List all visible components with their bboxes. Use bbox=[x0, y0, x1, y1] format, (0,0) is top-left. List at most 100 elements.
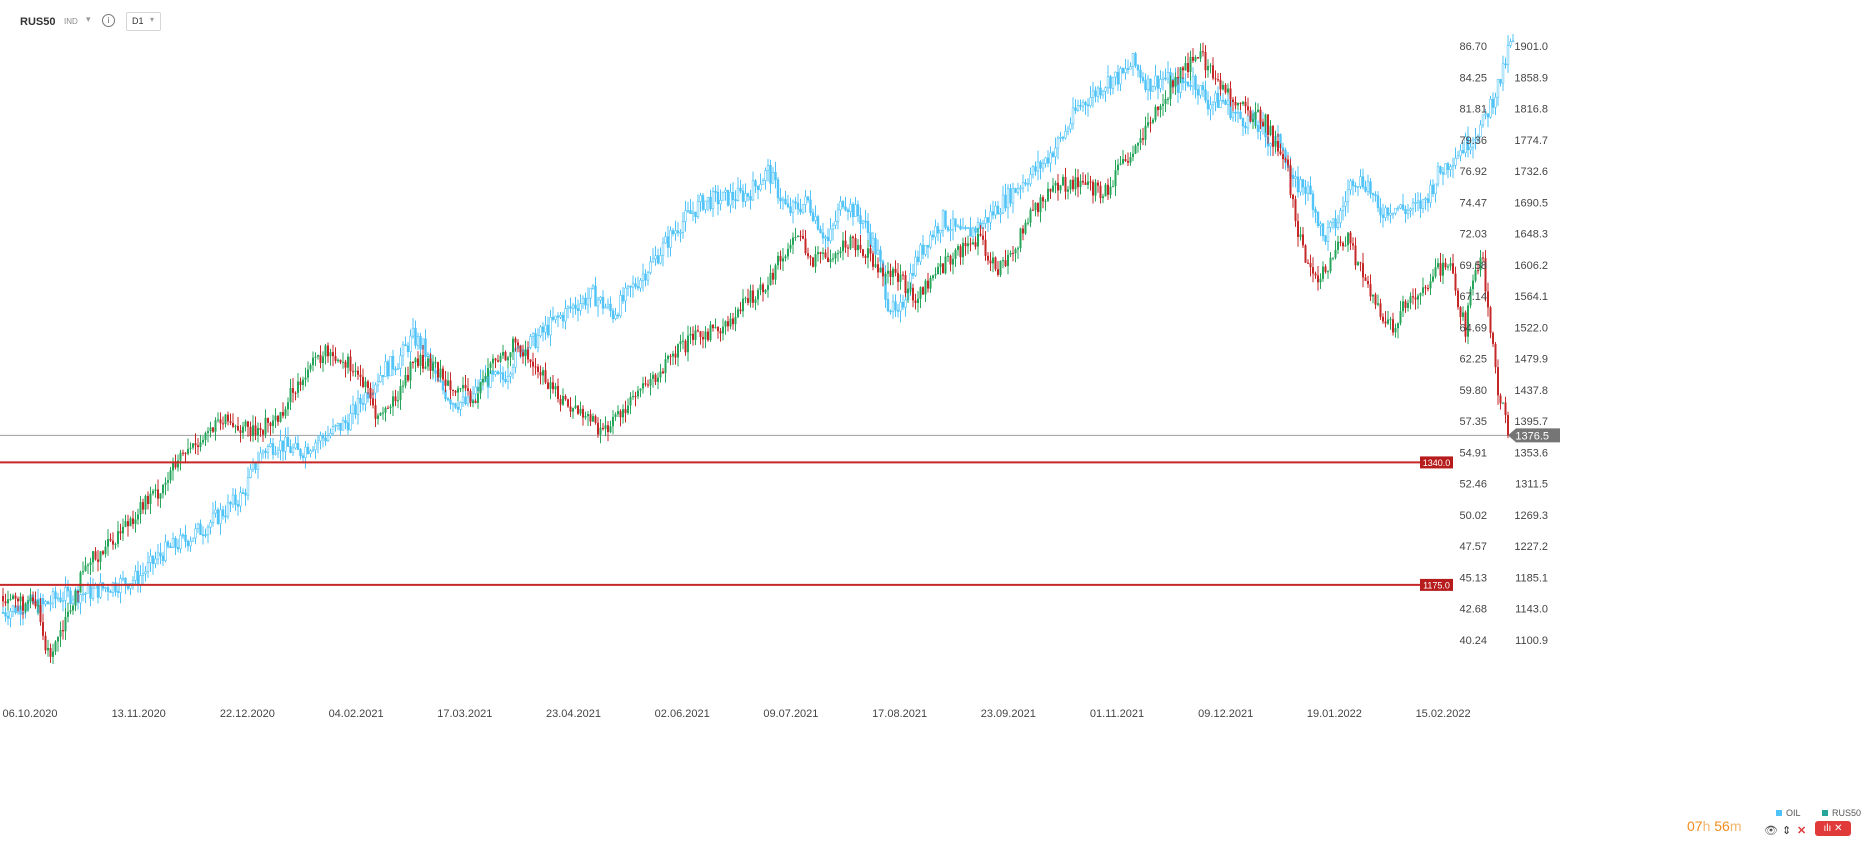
oil-candle bbox=[1054, 147, 1057, 157]
remove-series-icon[interactable]: ✕ bbox=[1797, 825, 1807, 837]
remove-instrument-button[interactable]: ılı ✕ bbox=[1815, 821, 1851, 836]
oil-candle bbox=[1226, 100, 1230, 105]
horizontal-level-tag[interactable] bbox=[1420, 578, 1453, 591]
rus50-candle bbox=[124, 521, 127, 527]
rus50-candle bbox=[97, 559, 99, 562]
rus50-candle bbox=[1384, 321, 1387, 324]
rus50-candle bbox=[892, 268, 894, 277]
rus50-candle bbox=[1322, 266, 1324, 279]
oil-candle bbox=[456, 406, 460, 410]
rus50-candle bbox=[759, 284, 762, 291]
rus50-candle bbox=[444, 379, 447, 386]
oil-candle bbox=[699, 195, 702, 202]
rus50-candle bbox=[887, 270, 889, 274]
rus50-candle bbox=[547, 382, 549, 389]
oil-candle bbox=[1214, 93, 1217, 103]
rus50-candle bbox=[1329, 257, 1332, 272]
rus50-candle bbox=[869, 248, 872, 254]
oil-candle bbox=[391, 356, 395, 370]
rus50-candle bbox=[969, 243, 972, 245]
rus50-candle bbox=[819, 252, 822, 254]
rus50-candle bbox=[1247, 106, 1249, 111]
rus50-candle bbox=[1497, 367, 1499, 396]
rus50-candle bbox=[1114, 170, 1117, 187]
oil-candle bbox=[144, 571, 147, 574]
rus50-candle bbox=[449, 380, 452, 390]
oil-candle bbox=[439, 380, 442, 382]
rus50-candle bbox=[1349, 232, 1352, 244]
candle-countdown: 07h 56m bbox=[1687, 818, 1742, 834]
oil-candle bbox=[334, 425, 337, 427]
oil-candle bbox=[1304, 186, 1307, 194]
oil-candle bbox=[854, 204, 857, 217]
move-updown-icon[interactable]: ⇕ bbox=[1782, 825, 1792, 837]
rus50-candle bbox=[1314, 273, 1317, 276]
oil-candle bbox=[739, 187, 742, 192]
oil-candle bbox=[674, 230, 677, 235]
rus50-candle bbox=[314, 356, 317, 358]
rus50-candle bbox=[1142, 138, 1144, 140]
oil-candle bbox=[166, 541, 170, 547]
rus50-candle bbox=[102, 551, 104, 555]
oil-candle bbox=[949, 229, 952, 232]
rus50-candle bbox=[52, 651, 54, 657]
oil-candle bbox=[776, 179, 780, 199]
eye-icon[interactable]: 👁 bbox=[1764, 825, 1778, 837]
x-axis-tick-label: 04.02.2021 bbox=[329, 708, 384, 720]
rus50-candle bbox=[582, 408, 584, 418]
oil-candle bbox=[194, 528, 197, 539]
rus50-candle bbox=[1327, 271, 1329, 273]
oil-candle bbox=[1066, 128, 1070, 132]
rus50-candle bbox=[792, 237, 794, 245]
oil-candle bbox=[1246, 115, 1250, 129]
rus50-candle bbox=[1249, 110, 1252, 122]
symbol-dropdown-chevron-icon[interactable]: ▾ bbox=[86, 14, 91, 24]
rus50-candle bbox=[167, 480, 169, 483]
y-axis-right-tick-label: 1732.6 bbox=[1514, 166, 1548, 178]
oil-candle bbox=[1151, 86, 1155, 92]
rus50-series bbox=[2, 42, 1509, 664]
rus50-candle bbox=[1434, 267, 1437, 277]
legend-item-rus50[interactable]: RUS50 bbox=[1822, 808, 1861, 818]
oil-candle bbox=[1326, 226, 1330, 242]
oil-candle bbox=[851, 203, 855, 217]
oil-candle bbox=[1471, 139, 1475, 148]
rus50-candle bbox=[322, 356, 324, 363]
oil-candle bbox=[944, 210, 947, 228]
oil-candle bbox=[589, 287, 592, 299]
oil-candle bbox=[921, 244, 925, 255]
rus50-candle bbox=[1137, 142, 1139, 146]
symbol-label[interactable]: RUS50 bbox=[20, 16, 56, 28]
rus50-candle bbox=[642, 383, 644, 389]
oil-candle bbox=[1131, 53, 1135, 67]
info-icon[interactable]: i bbox=[102, 14, 115, 27]
oil-candle bbox=[1341, 205, 1345, 212]
oil-candle bbox=[211, 512, 215, 523]
horizontal-levels[interactable]: 1340.0 1175.0 bbox=[0, 456, 1453, 591]
oil-candle bbox=[374, 384, 377, 394]
horizontal-level-tag[interactable] bbox=[1420, 456, 1453, 469]
oil-candle bbox=[1489, 98, 1492, 118]
legend-item-oil[interactable]: OIL bbox=[1776, 808, 1801, 818]
oil-candle bbox=[1309, 185, 1312, 195]
y-axis-right-tick-label: 1858.9 bbox=[1514, 72, 1548, 84]
rus50-candle bbox=[1007, 254, 1009, 267]
oil-candle bbox=[824, 236, 827, 239]
timeframe-select[interactable]: D1 ▾ bbox=[126, 12, 161, 31]
rus50-candle bbox=[657, 377, 659, 382]
rus50-candle bbox=[1442, 262, 1444, 276]
oil-candle bbox=[1406, 210, 1410, 214]
rus50-candle bbox=[1152, 119, 1154, 123]
oil-candle bbox=[109, 591, 112, 593]
rus50-candle bbox=[739, 309, 742, 312]
oil-candle bbox=[946, 227, 950, 231]
rus50-candle bbox=[874, 264, 877, 267]
rus50-candle bbox=[334, 356, 337, 361]
rus50-candle bbox=[437, 362, 439, 378]
rus50-candle bbox=[699, 331, 702, 337]
rus50-candle bbox=[19, 596, 22, 602]
oil-candle bbox=[1014, 188, 1017, 193]
rus50-candle bbox=[1064, 176, 1067, 192]
oil-candle bbox=[841, 201, 845, 208]
